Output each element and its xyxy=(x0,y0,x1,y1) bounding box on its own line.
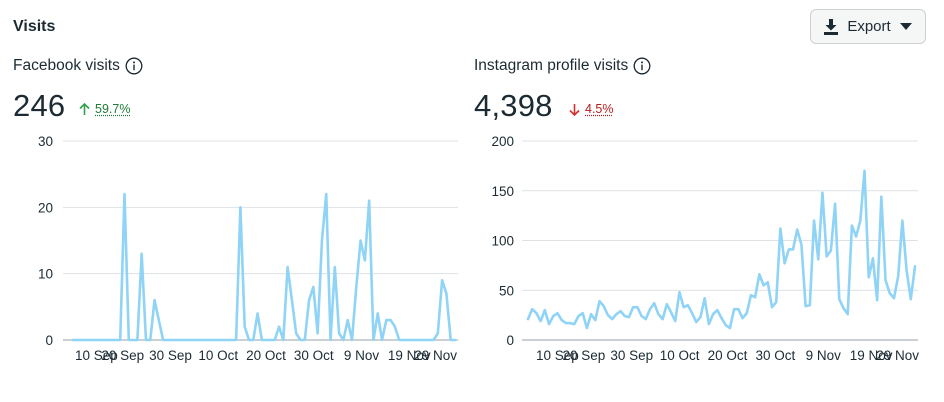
y-tick-label: 0 xyxy=(45,333,53,348)
x-tick-label: 20 Oct xyxy=(708,348,748,363)
x-tick-label: 30 Oct xyxy=(294,348,334,363)
x-tick-label: 10 Oct xyxy=(660,348,700,363)
x-tick-label: 10 Oct xyxy=(198,348,238,363)
instagram-delta-value: 4.5% xyxy=(585,102,614,116)
y-tick-label: 30 xyxy=(38,134,53,149)
x-tick-label: 29 Nov xyxy=(414,348,457,363)
x-tick-label: 10 Sep xyxy=(536,348,579,363)
info-icon[interactable] xyxy=(125,57,143,75)
y-tick-label: 10 xyxy=(38,267,53,282)
y-tick-label: 20 xyxy=(38,200,53,215)
x-tick-label: 19 Nov xyxy=(850,348,893,363)
instagram-total: 4,398 xyxy=(474,88,553,123)
facebook-total: 246 xyxy=(13,88,66,123)
x-tick-label: 9 Nov xyxy=(806,348,842,363)
x-tick-label: 9 Nov xyxy=(344,348,380,363)
instagram-delta: 4.5% xyxy=(569,102,614,116)
section-title: Visits xyxy=(13,18,56,35)
x-tick-label: 10 Sep xyxy=(75,348,118,363)
facebook-panel-title: Facebook visits xyxy=(13,57,143,75)
instagram-title: Instagram profile visits xyxy=(474,57,629,74)
ig-series-line xyxy=(526,169,917,330)
y-tick-label: 0 xyxy=(506,333,514,348)
fb-series-line xyxy=(71,192,457,342)
facebook-delta-value: 59.7% xyxy=(95,102,131,116)
x-tick-label: 30 Oct xyxy=(755,348,795,363)
export-label: Export xyxy=(847,18,891,35)
y-tick-label: 100 xyxy=(491,234,514,249)
instagram-panel-title: Instagram profile visits xyxy=(474,57,651,75)
facebook-title: Facebook visits xyxy=(13,57,120,74)
y-tick-label: 150 xyxy=(491,184,514,199)
caret-down-icon xyxy=(899,22,912,30)
export-button[interactable]: Export xyxy=(810,9,926,44)
x-tick-label: 20 Oct xyxy=(246,348,286,363)
arrow-down-icon xyxy=(569,103,580,116)
arrow-up-icon xyxy=(79,102,90,115)
y-tick-label: 50 xyxy=(499,283,514,298)
x-tick-label: 29 Nov xyxy=(876,348,919,363)
y-tick-label: 200 xyxy=(491,134,514,149)
info-icon[interactable] xyxy=(633,57,651,75)
download-icon xyxy=(824,18,839,35)
x-tick-label: 30 Sep xyxy=(610,348,653,363)
x-tick-label: 30 Sep xyxy=(149,348,192,363)
x-tick-label: 20 Sep xyxy=(562,348,605,363)
x-tick-label: 19 Nov xyxy=(388,348,431,363)
x-tick-label: 20 Sep xyxy=(101,348,144,363)
facebook-delta: 59.7% xyxy=(79,102,130,116)
